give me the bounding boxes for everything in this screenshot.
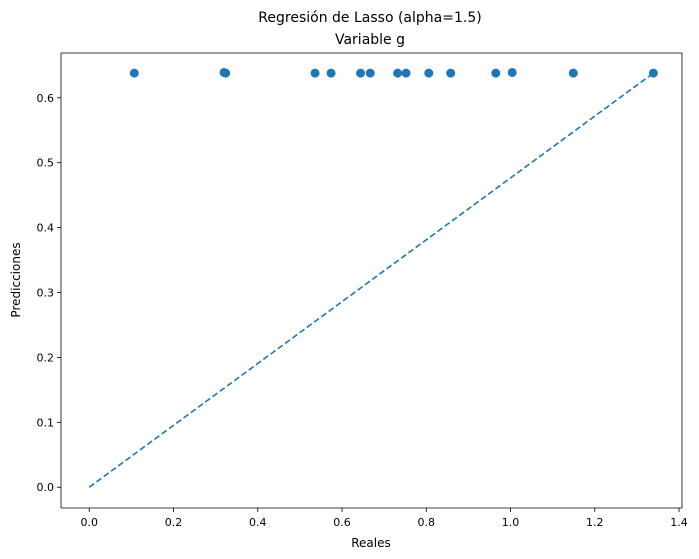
y-tick-label: 0.2 (37, 351, 55, 364)
x-tick-label: 0.4 (249, 516, 267, 529)
data-point (365, 68, 375, 78)
data-point (491, 68, 501, 78)
chart-title: Regresión de Lasso (alpha=1.5) (258, 10, 481, 26)
data-point (424, 68, 434, 78)
x-tick-label: 1.4 (670, 516, 688, 529)
y-tick-label: 0.3 (37, 287, 55, 300)
data-point (356, 68, 366, 78)
data-points (129, 67, 658, 78)
x-axis-ticks: 0.0 0.2 0.4 0.6 0.8 1.0 1.2 1.4 (80, 508, 688, 529)
data-point (568, 68, 578, 78)
data-point (129, 68, 139, 78)
chart-subtitle: Variable g (335, 32, 405, 48)
y-axis-label: Predicciones (9, 242, 23, 317)
data-point (446, 68, 456, 78)
x-axis-label: Reales (351, 536, 391, 550)
data-point (401, 68, 411, 78)
data-point (393, 68, 403, 78)
y-tick-label: 0.1 (37, 416, 55, 429)
data-point (326, 68, 336, 78)
data-point (310, 68, 320, 78)
data-point (507, 67, 517, 77)
x-tick-label: 0.8 (418, 516, 436, 529)
y-tick-label: 0.5 (37, 157, 55, 170)
y-tick-label: 0.4 (37, 222, 55, 235)
x-tick-label: 1.2 (586, 516, 604, 529)
y-tick-label: 0.0 (37, 481, 55, 494)
x-tick-label: 0.6 (333, 516, 351, 529)
y-tick-label: 0.6 (37, 92, 55, 105)
x-tick-label: 0.0 (80, 516, 98, 529)
data-point (648, 68, 658, 78)
data-point (221, 68, 231, 78)
x-tick-label: 1.0 (502, 516, 520, 529)
axes-frame (60, 52, 683, 509)
y-axis-ticks: 0.0 0.1 0.2 0.3 0.4 0.5 0.6 (37, 92, 61, 494)
plot-area (61, 53, 682, 508)
x-tick-label: 0.2 (165, 516, 183, 529)
